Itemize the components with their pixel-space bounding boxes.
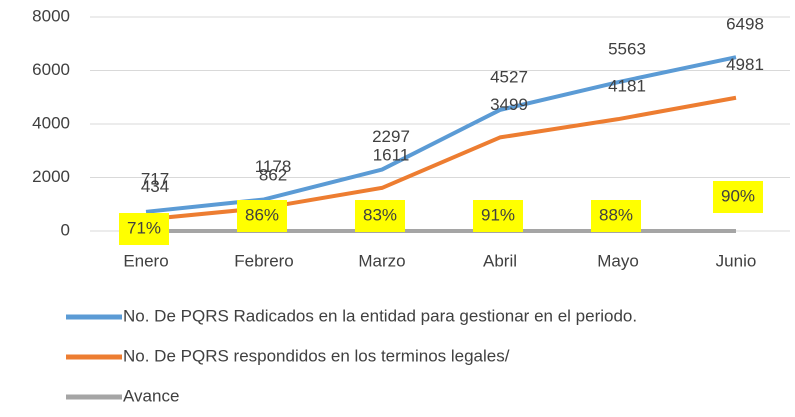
data-label: 862 — [259, 165, 287, 184]
legend-label: Avance — [123, 386, 179, 405]
data-label: 5563 — [608, 40, 646, 59]
data-label: 71% — [127, 218, 161, 237]
data-label-box — [119, 213, 169, 245]
x-tick-label: Mayo — [597, 251, 639, 270]
data-label: 717 — [141, 169, 169, 188]
data-label: 3499 — [490, 95, 528, 114]
data-label-box — [355, 200, 405, 232]
data-label: 434 — [141, 177, 169, 196]
y-tick-label: 0 — [61, 220, 70, 239]
data-label: 1178 — [255, 157, 292, 176]
data-label: 86% — [245, 205, 279, 224]
y-tick-label: 2000 — [32, 167, 70, 186]
data-label: 4527 — [490, 67, 528, 86]
x-tick-label: Junio — [716, 251, 757, 270]
x-tick-label: Enero — [123, 251, 168, 270]
data-label-box — [473, 200, 523, 232]
data-label-box — [713, 181, 763, 213]
data-label: 1611 — [373, 145, 410, 164]
data-label: 88% — [599, 205, 633, 224]
x-tick-label: Febrero — [234, 251, 294, 270]
data-label-box — [591, 200, 641, 232]
x-tick-label: Abril — [483, 251, 517, 270]
data-label: 4181 — [608, 77, 646, 96]
data-label-box — [237, 200, 287, 232]
data-label: 2297 — [372, 127, 410, 146]
data-label: 91% — [481, 205, 515, 224]
data-label: 83% — [363, 205, 397, 224]
x-tick-label: Marzo — [358, 251, 405, 270]
series-line — [145, 55, 737, 214]
y-tick-label: 8000 — [32, 6, 70, 25]
data-label: 4981 — [726, 55, 764, 74]
legend-label: No. De PQRS Radicados en la entidad para… — [123, 306, 637, 325]
y-tick-label: 6000 — [32, 60, 70, 79]
legend-label: No. De PQRS respondidos en los terminos … — [123, 346, 510, 365]
y-tick-label: 4000 — [32, 113, 70, 132]
data-label: 6498 — [726, 15, 764, 34]
data-label: 90% — [721, 186, 755, 205]
